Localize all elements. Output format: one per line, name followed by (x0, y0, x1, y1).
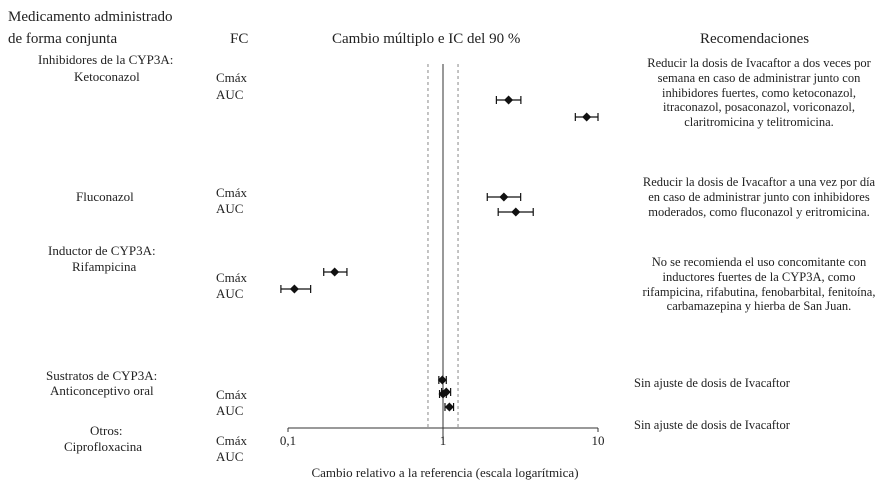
point-estimate-marker (330, 267, 340, 277)
point-estimate-marker (437, 375, 447, 385)
pk-auc-ketoconazol: AUC (216, 87, 244, 102)
drug-fluconazol: Fluconazol (76, 189, 134, 204)
pk-cmax-rifampicina: Cmáx (216, 270, 248, 285)
group-label-others: Otros: (90, 423, 123, 438)
chart-title: Cambio múltiplo e IC del 90 % (332, 31, 521, 47)
forest-row-4 (323, 267, 348, 277)
group-label-substrates: Sustratos de CYP3A: (46, 368, 158, 383)
recommendation-others: Sin ajuste de dosis de Ivacaftor (634, 418, 790, 432)
point-estimate-marker (504, 95, 514, 105)
pk-cmax-ciprofloxacina: Cmáx (216, 433, 248, 448)
x-tick-label: 1 (440, 433, 447, 448)
point-estimate-marker (444, 402, 454, 412)
forest-row-1 (574, 112, 599, 122)
pk-auc-ciprofloxacina: AUC (216, 449, 244, 464)
forest-row-3 (497, 207, 534, 217)
pk-auc-fluconazol: AUC (216, 201, 244, 216)
recommendation-substrates: Sin ajuste de dosis de Ivacaftor (634, 376, 790, 390)
recommendation-moderate-inhibitors: Reducir la dosis de Ivacaftor a una vez … (642, 175, 876, 219)
drug-ketoconazol: Ketoconazol (74, 69, 140, 84)
drug-anticonceptivo-oral: Anticonceptivo oral (50, 383, 154, 398)
point-estimate-marker (499, 192, 509, 202)
pk-cmax-anticonceptivo: Cmáx (216, 387, 248, 402)
x-tick-label: 10 (592, 433, 605, 448)
pk-auc-anticonceptivo: AUC (216, 403, 244, 418)
drug-column-header-line1: Medicamento administrado (8, 9, 173, 25)
drug-ciprofloxacina: Ciprofloxacina (64, 439, 142, 454)
point-estimate-marker (289, 284, 299, 294)
pk-auc-rifampicina: AUC (216, 286, 244, 301)
recommendations-header: Recomendaciones (700, 31, 810, 47)
forest-row-8 (441, 387, 452, 397)
recommendation-strong-inductors: No se recomienda el uso concomitante con… (642, 255, 876, 314)
drug-column-header-line2: de forma conjunta (8, 31, 118, 47)
group-label-inductor: Inductor de CYP3A: (48, 243, 156, 258)
recommendation-strong-inhibitors: Reducir la dosis de Ivacaftor a dos vece… (647, 56, 871, 129)
point-estimate-marker (511, 207, 521, 217)
pk-cmax-fluconazol: Cmáx (216, 185, 248, 200)
point-estimate-marker (441, 387, 451, 397)
pk-column-header: FC (230, 31, 249, 47)
point-estimate-marker (582, 112, 592, 122)
forest-row-6 (437, 375, 447, 385)
x-tick-label: 0,1 (280, 433, 296, 448)
group-label-inhibitors: Inhibidores de la CYP3A: (38, 52, 174, 67)
forest-row-5 (280, 284, 312, 294)
forest-row-9 (444, 402, 455, 412)
pk-cmax-ketoconazol: Cmáx (216, 70, 248, 85)
forest-row-0 (495, 95, 522, 105)
x-axis-label: Cambio relativo a la referencia (escala … (311, 465, 578, 480)
drug-rifampicina: Rifampicina (72, 259, 137, 274)
forest-row-2 (486, 192, 522, 202)
